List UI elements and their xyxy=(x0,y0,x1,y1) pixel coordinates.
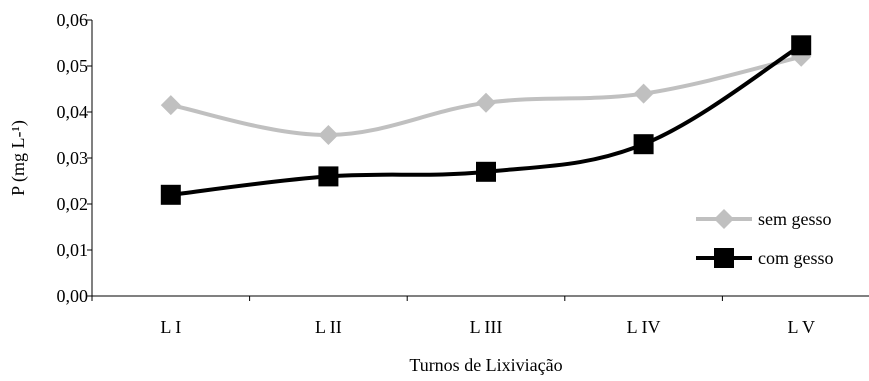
legend-label: com gesso xyxy=(758,248,834,268)
y-tick-label: 0,04 xyxy=(57,102,89,122)
y-tick-label: 0,00 xyxy=(57,286,89,306)
y-axis: 0,00 0,01 0,02 0,03 0,04 0,05 0,06 xyxy=(57,10,93,306)
y-tick-label: 0,02 xyxy=(57,194,89,214)
x-axis: L I L II L III L IV L V xyxy=(91,295,869,337)
x-tick-label: L V xyxy=(787,317,815,337)
data-point xyxy=(160,184,181,205)
y-axis-title: P (mg L-¹) xyxy=(8,120,29,196)
data-point xyxy=(318,166,339,187)
data-point xyxy=(791,35,812,56)
legend-item: com gesso xyxy=(696,248,834,268)
series-com-gesso xyxy=(160,35,812,205)
data-point xyxy=(160,95,181,116)
data-point xyxy=(633,83,654,104)
y-tick-label: 0,06 xyxy=(57,10,89,30)
data-point xyxy=(476,92,496,113)
legend-swatch-marker xyxy=(714,248,734,268)
y-tick-label: 0,05 xyxy=(57,56,89,76)
data-point xyxy=(633,134,654,155)
data-point xyxy=(318,125,339,145)
series-layer xyxy=(160,35,812,205)
x-tick-label: L II xyxy=(315,317,342,337)
x-tick-label: L I xyxy=(160,317,181,337)
x-tick-label: L IV xyxy=(627,317,661,337)
y-tick-label: 0,03 xyxy=(57,148,89,168)
x-tick-label: L III xyxy=(470,317,503,337)
x-axis-title: Turnos de Lixiviação xyxy=(409,355,562,375)
series-sem-gesso xyxy=(160,46,812,145)
legend-label: sem gesso xyxy=(758,209,832,229)
legend: sem gesso com gesso xyxy=(696,209,834,268)
legend-swatch-marker xyxy=(714,209,734,229)
y-tick-label: 0,01 xyxy=(57,240,89,260)
data-point xyxy=(476,161,496,182)
legend-item: sem gesso xyxy=(696,209,832,229)
